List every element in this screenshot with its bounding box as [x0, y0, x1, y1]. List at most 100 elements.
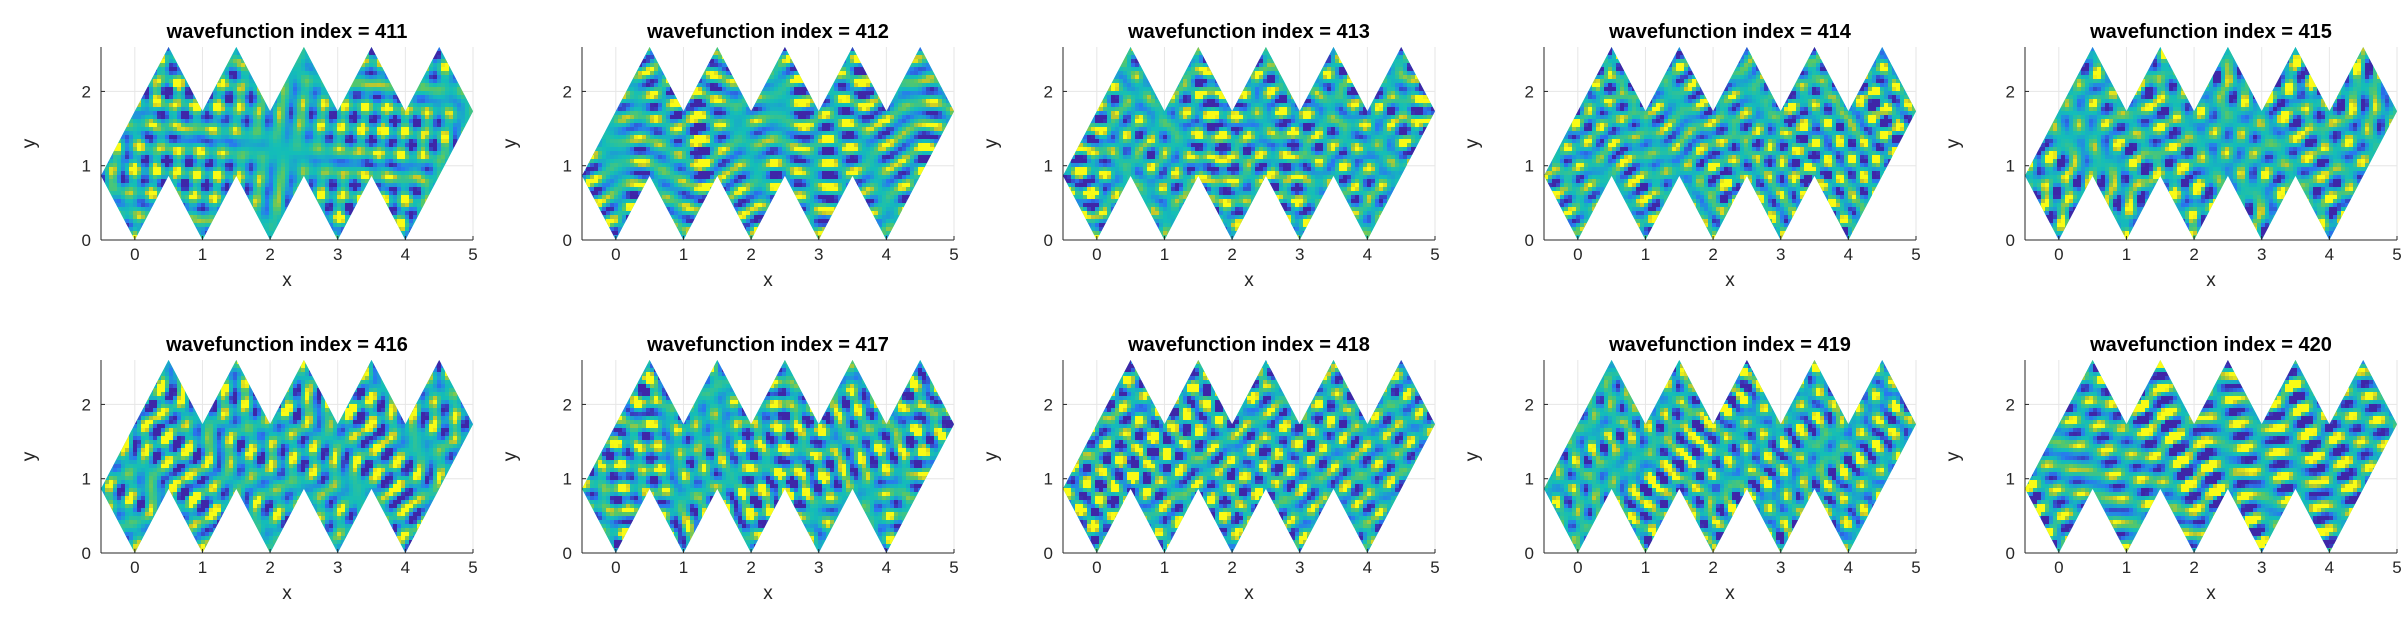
field-cell	[213, 115, 217, 119]
field-cell	[245, 119, 249, 123]
field-cell	[273, 155, 277, 159]
field-cell	[245, 99, 249, 103]
field-cell	[285, 199, 289, 203]
field-cell	[129, 143, 133, 147]
field-cell	[333, 131, 337, 135]
field-cell	[229, 147, 233, 151]
field-cell	[309, 59, 313, 63]
field-cell	[341, 111, 345, 115]
field-cell	[141, 123, 145, 127]
field-cell	[105, 171, 109, 175]
field-cell	[333, 147, 337, 151]
field-cell	[161, 131, 165, 135]
field-cell	[425, 163, 429, 167]
field-cell	[265, 115, 269, 119]
field-cell	[297, 71, 301, 75]
field-cell	[381, 187, 385, 191]
field-cell	[169, 155, 173, 159]
field-cell	[189, 91, 193, 95]
field-cell	[341, 171, 345, 175]
field-cell	[373, 155, 377, 159]
field-cell	[353, 147, 357, 151]
field-cell	[329, 219, 333, 223]
field-cell	[349, 139, 353, 143]
field-cell	[361, 119, 365, 123]
field-cell	[309, 167, 313, 171]
field-cell	[373, 59, 377, 63]
field-cell	[117, 183, 121, 187]
field-cell	[165, 67, 169, 71]
field-cell	[373, 115, 377, 119]
field-cell	[173, 91, 177, 95]
field-cell	[117, 207, 121, 211]
field-cell	[357, 159, 361, 163]
field-cell	[429, 179, 433, 183]
field-cell	[165, 79, 169, 83]
field-cell	[233, 87, 237, 91]
field-cell	[269, 111, 273, 115]
field-cell	[417, 211, 421, 215]
field-cell	[277, 123, 281, 127]
field-cell	[153, 159, 157, 163]
field-cell	[445, 87, 449, 91]
field-cell	[145, 115, 149, 119]
field-cell	[373, 135, 377, 139]
field-cell	[405, 219, 409, 223]
field-cell	[293, 95, 297, 99]
field-cell	[281, 211, 285, 215]
field-cell	[357, 115, 361, 119]
field-cell	[309, 99, 313, 103]
field-cell	[185, 199, 189, 203]
field-cell	[265, 207, 269, 211]
field-cell	[157, 75, 161, 79]
field-cell	[133, 207, 137, 211]
field-cell	[157, 151, 161, 155]
field-cell	[337, 159, 341, 163]
field-cell	[397, 155, 401, 159]
field-cell	[361, 171, 365, 175]
field-cell	[385, 103, 389, 107]
field-cell	[381, 175, 385, 179]
field-cell	[169, 151, 173, 155]
field-cell	[437, 79, 441, 83]
field-cell	[165, 159, 169, 163]
field-cell	[381, 183, 385, 187]
field-cell	[253, 95, 257, 99]
field-cell	[325, 107, 329, 111]
field-cell	[229, 155, 233, 159]
field-cell	[141, 127, 145, 131]
field-cell	[165, 83, 169, 87]
field-cell	[337, 163, 341, 167]
field-cell	[209, 191, 213, 195]
field-cell	[301, 115, 305, 119]
field-cell	[141, 99, 145, 103]
field-cell	[409, 103, 413, 107]
field-cell	[393, 111, 397, 115]
field-cell	[317, 143, 321, 147]
field-cell	[113, 175, 117, 179]
field-cell	[249, 147, 253, 151]
field-cell	[261, 215, 265, 219]
field-cell	[277, 203, 281, 207]
field-cell	[393, 139, 397, 143]
field-cell	[409, 131, 413, 135]
field-cell	[918, 51, 922, 55]
field-cell	[145, 103, 149, 107]
field-cell	[281, 195, 285, 199]
field-cell	[245, 111, 249, 115]
field-cell	[413, 159, 417, 163]
field-cell	[457, 95, 461, 99]
field-cell	[309, 123, 313, 127]
field-cell	[241, 71, 245, 75]
field-cell	[185, 103, 189, 107]
field-cell	[389, 191, 393, 195]
field-cell	[129, 183, 133, 187]
field-cell	[185, 167, 189, 171]
field-cell	[245, 187, 249, 191]
field-cell	[245, 167, 249, 171]
field-cell	[189, 119, 193, 123]
field-cell	[197, 115, 201, 119]
field-cell	[233, 51, 237, 55]
field-cell	[241, 91, 245, 95]
field-cell	[121, 159, 125, 163]
